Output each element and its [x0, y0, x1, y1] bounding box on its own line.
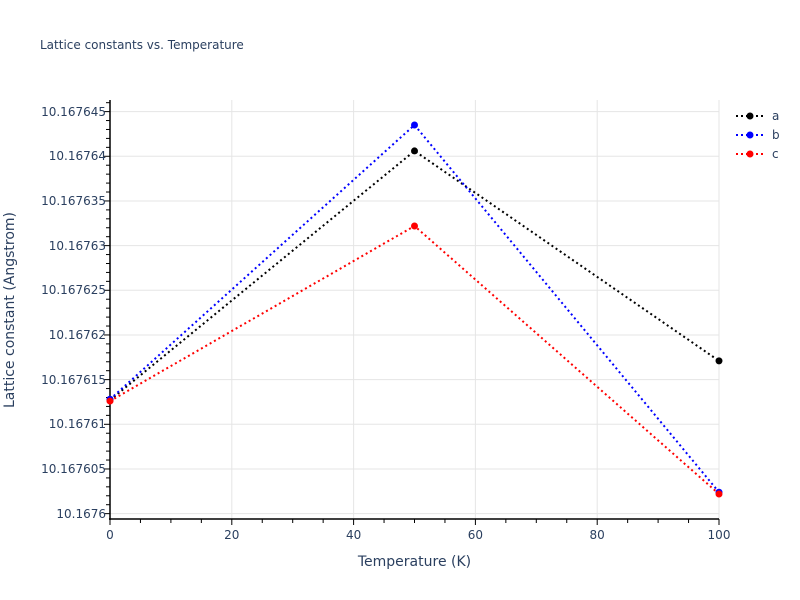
y-tick-label: 10.1676	[56, 506, 106, 521]
x-tick-label: 0	[106, 528, 114, 542]
y-tick-label: 10.167605	[41, 461, 106, 476]
data-point[interactable]	[715, 490, 723, 498]
x-tick-label: 100	[707, 528, 731, 542]
data-point[interactable]	[715, 357, 723, 365]
series-line	[109, 123, 720, 493]
y-tick-label: 10.16763	[48, 238, 106, 253]
x-tick-label: 40	[345, 528, 362, 542]
x-tick-label: 60	[467, 528, 484, 542]
series	[106, 121, 723, 498]
legend-label: b	[772, 127, 780, 142]
series-line	[109, 149, 720, 401]
y-tick-label: 10.167625	[41, 283, 106, 298]
data-point[interactable]	[411, 121, 418, 129]
legend-item-a[interactable]: a	[734, 106, 780, 125]
series-a[interactable]	[106, 147, 723, 404]
y-tick-label: 10.16764	[48, 149, 106, 164]
legend-label: c	[772, 146, 779, 161]
y-axis-label: Lattice constant (Angstrom)	[2, 211, 18, 409]
legend-marker-icon	[736, 112, 764, 119]
y-tick-label: 10.167635	[41, 193, 106, 208]
series-c[interactable]	[106, 222, 723, 498]
legend-marker-icon	[736, 150, 764, 157]
legend-label: a	[772, 108, 780, 123]
y-tick-label: 10.16762	[48, 327, 106, 342]
y-tick-label: 10.16761	[48, 417, 106, 432]
y-tick-label: 10.167615	[41, 372, 106, 387]
legend-item-b[interactable]: b	[734, 125, 780, 144]
data-point[interactable]	[411, 222, 418, 230]
data-point[interactable]	[411, 147, 418, 155]
chart-title: Lattice constants vs. Temperature	[40, 38, 244, 52]
legend-marker-icon	[736, 131, 764, 138]
axes	[104, 100, 720, 525]
legend: a b c	[734, 106, 780, 163]
x-tick-label: 80	[589, 528, 605, 542]
series-b[interactable]	[106, 121, 723, 496]
y-tick-label: 10.167645	[41, 104, 106, 119]
grid	[109, 100, 720, 519]
data-point[interactable]	[106, 397, 114, 405]
x-axis-label: Temperature (K)	[357, 554, 472, 570]
x-tick-label: 20	[224, 528, 240, 542]
series-line	[109, 224, 720, 495]
legend-item-c[interactable]: c	[734, 144, 780, 163]
